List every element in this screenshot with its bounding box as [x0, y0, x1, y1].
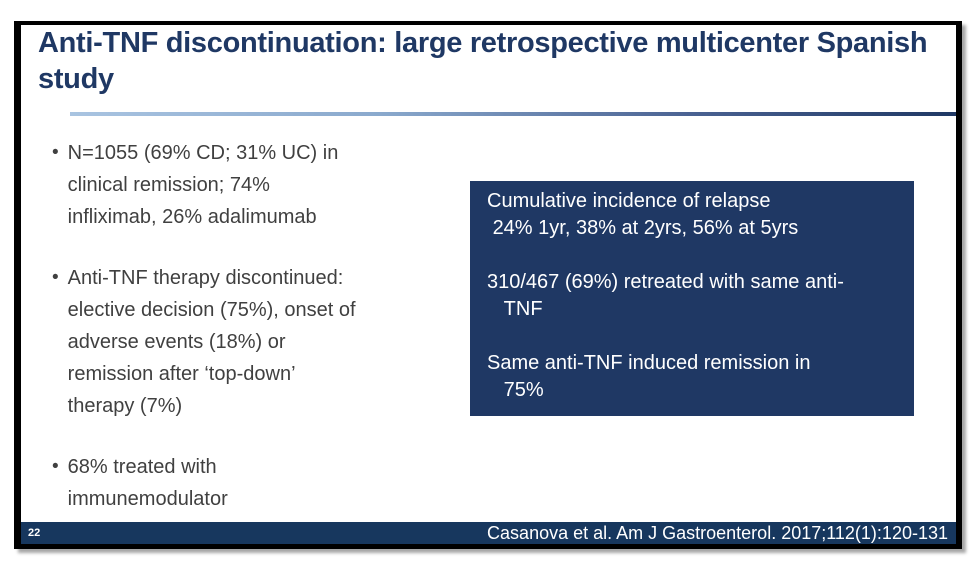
bullet-item: • Anti-TNF therapy discontinued: electiv…	[52, 262, 457, 422]
bullet-text: Anti-TNF therapy discontinued: elective …	[67, 267, 356, 417]
slide-frame: Anti-TNF discontinuation: large retrospe…	[14, 21, 962, 549]
page-number: 22	[28, 527, 41, 539]
footer-bar: 22 Casanova et al. Am J Gastroenterol. 2…	[21, 522, 956, 544]
bullet-marker: •	[52, 142, 59, 163]
bullet-list: • N=1055 (69% CD; 31% UC) in clinical re…	[52, 137, 457, 544]
info-box: Cumulative incidence of relapse 24% 1yr,…	[470, 181, 914, 416]
info-box-text: Cumulative incidence of relapse 24% 1yr,…	[487, 190, 844, 401]
bullet-marker: •	[52, 456, 59, 477]
bullet-text: 68% treated with immunemodulator	[67, 456, 228, 510]
title-divider	[70, 112, 956, 116]
bullet-item: • 68% treated with immunemodulator	[52, 451, 457, 515]
slide-title: Anti-TNF discontinuation: large retrospe…	[38, 27, 928, 95]
bullet-marker: •	[52, 267, 59, 288]
citation: Casanova et al. Am J Gastroenterol. 2017…	[487, 522, 948, 543]
bullet-item: • N=1055 (69% CD; 31% UC) in clinical re…	[52, 137, 457, 233]
bullet-text: N=1055 (69% CD; 31% UC) in clinical remi…	[67, 142, 339, 228]
